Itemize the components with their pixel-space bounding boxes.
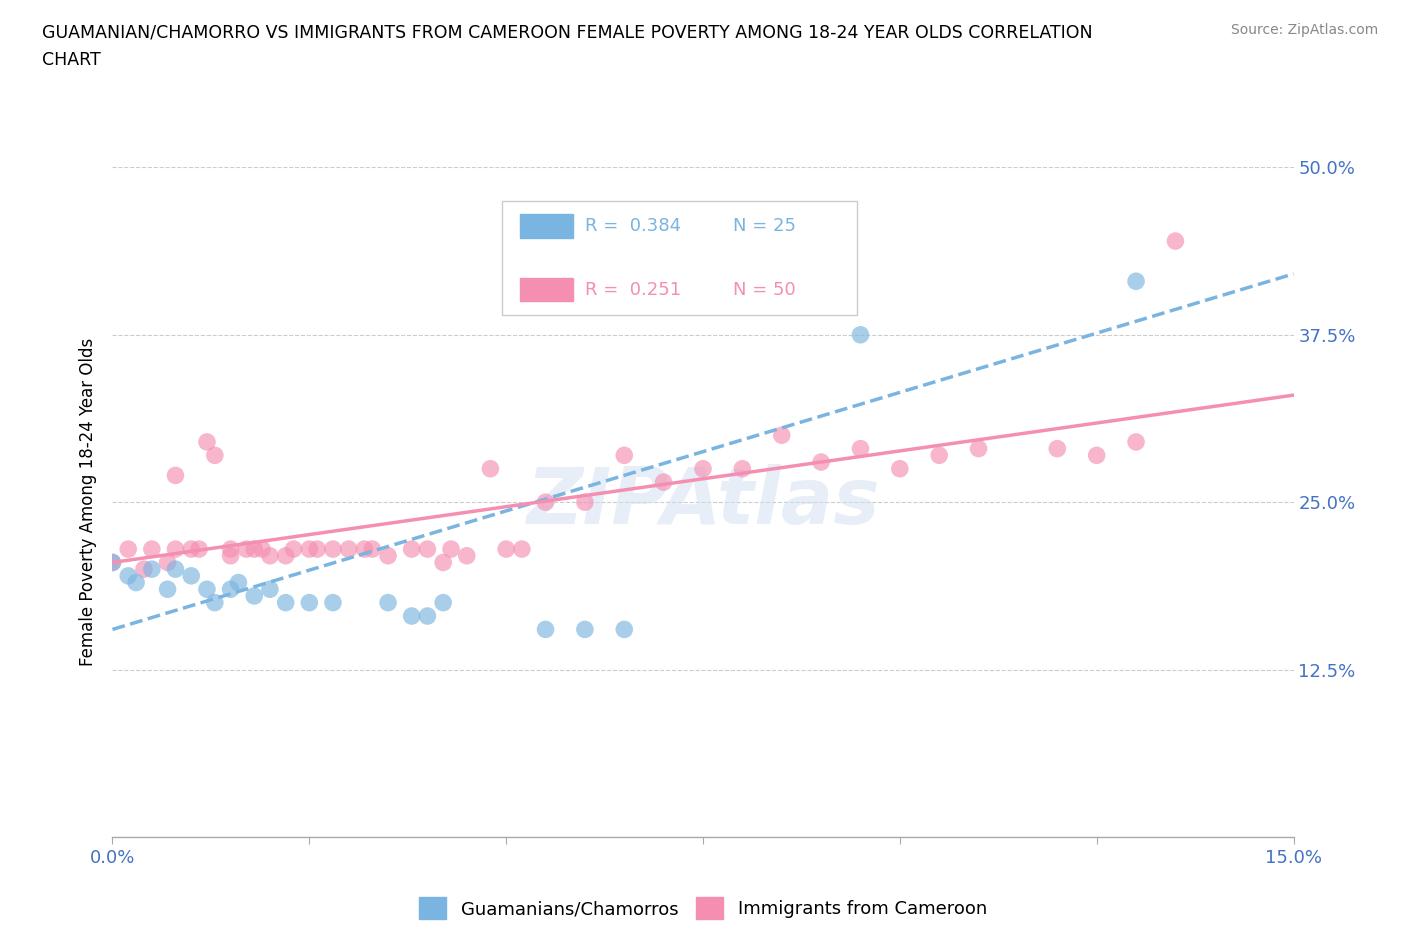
Point	[534, 622, 557, 637]
Point	[692, 461, 714, 476]
Text: R =  0.251: R = 0.251	[585, 281, 681, 299]
Point	[219, 549, 242, 564]
Point	[141, 541, 163, 556]
Point	[731, 461, 754, 476]
Point	[165, 468, 187, 483]
Point	[219, 582, 242, 597]
Point	[219, 541, 242, 556]
Point	[456, 549, 478, 564]
Point	[377, 549, 399, 564]
Text: N = 25: N = 25	[733, 217, 796, 235]
Point	[849, 441, 872, 456]
Point	[652, 474, 675, 489]
Point	[401, 541, 423, 556]
Point	[574, 495, 596, 510]
Point	[165, 562, 187, 577]
Point	[495, 541, 517, 556]
Point	[243, 589, 266, 604]
Text: Source: ZipAtlas.com: Source: ZipAtlas.com	[1230, 23, 1378, 37]
Point	[101, 555, 124, 570]
Point	[377, 595, 399, 610]
Text: R =  0.384: R = 0.384	[585, 217, 681, 235]
Point	[440, 541, 463, 556]
Point	[928, 448, 950, 463]
Point	[195, 434, 218, 449]
Point	[141, 562, 163, 577]
Text: ZIPAtlas: ZIPAtlas	[526, 464, 880, 540]
Point	[180, 568, 202, 583]
Text: CHART: CHART	[42, 51, 101, 69]
Point	[125, 575, 148, 590]
Point	[195, 582, 218, 597]
Point	[770, 428, 793, 443]
Point	[298, 541, 321, 556]
Text: GUAMANIAN/CHAMORRO VS IMMIGRANTS FROM CAMEROON FEMALE POVERTY AMONG 18-24 YEAR O: GUAMANIAN/CHAMORRO VS IMMIGRANTS FROM CA…	[42, 23, 1092, 41]
Point	[1125, 434, 1147, 449]
Point	[337, 541, 360, 556]
Point	[101, 555, 124, 570]
Point	[180, 541, 202, 556]
Point	[283, 541, 305, 556]
Point	[1046, 441, 1069, 456]
Point	[259, 549, 281, 564]
Point	[810, 455, 832, 470]
Point	[432, 555, 454, 570]
Point	[510, 541, 533, 556]
Point	[204, 448, 226, 463]
Point	[188, 541, 211, 556]
Point	[1085, 448, 1108, 463]
Point	[849, 327, 872, 342]
Point	[307, 541, 329, 556]
Point	[298, 595, 321, 610]
Point	[479, 461, 502, 476]
Point	[322, 541, 344, 556]
Point	[322, 595, 344, 610]
Point	[117, 568, 139, 583]
Bar	[520, 214, 574, 238]
Point	[117, 541, 139, 556]
Point	[228, 575, 250, 590]
Point	[1164, 233, 1187, 248]
Point	[204, 595, 226, 610]
Bar	[520, 278, 574, 301]
Point	[361, 541, 384, 556]
Point	[132, 562, 155, 577]
Y-axis label: Female Poverty Among 18-24 Year Olds: Female Poverty Among 18-24 Year Olds	[79, 339, 97, 666]
Point	[613, 622, 636, 637]
Point	[613, 448, 636, 463]
Point	[416, 541, 439, 556]
Point	[574, 622, 596, 637]
Point	[401, 608, 423, 623]
FancyBboxPatch shape	[502, 201, 856, 314]
Text: N = 50: N = 50	[733, 281, 796, 299]
Point	[432, 595, 454, 610]
Point	[165, 541, 187, 556]
Point	[156, 555, 179, 570]
Point	[235, 541, 257, 556]
Point	[243, 541, 266, 556]
Legend: Guamanians/Chamorros, Immigrants from Cameroon: Guamanians/Chamorros, Immigrants from Ca…	[411, 888, 995, 928]
Point	[416, 608, 439, 623]
Point	[889, 461, 911, 476]
Point	[259, 582, 281, 597]
Point	[967, 441, 990, 456]
Point	[1125, 273, 1147, 288]
Point	[156, 582, 179, 597]
Point	[274, 595, 297, 610]
Point	[534, 495, 557, 510]
Point	[250, 541, 273, 556]
Point	[353, 541, 375, 556]
Point	[274, 549, 297, 564]
